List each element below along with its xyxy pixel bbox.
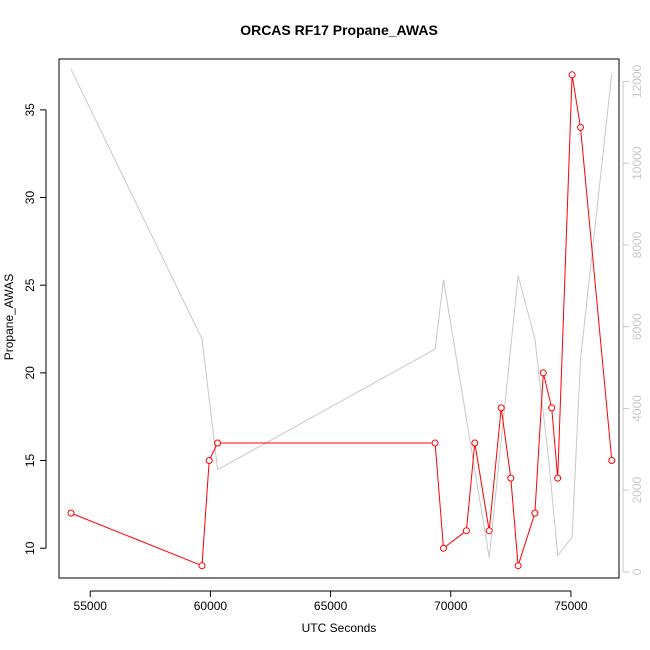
data-point (471, 439, 479, 447)
data-point (548, 404, 556, 412)
data-point (205, 457, 213, 464)
data-point (507, 474, 515, 482)
y-tick-label: 15 (23, 454, 37, 468)
y-tick-label: 20 (23, 366, 37, 380)
data-point (514, 562, 522, 570)
x-tick-label: 70000 (434, 599, 468, 613)
y-tick-label: 30 (23, 191, 37, 205)
y-right-tick-label: 4000 (630, 395, 644, 422)
data-point (577, 123, 584, 131)
y-right-tick-label: 0 (630, 568, 644, 575)
series-left-line (70, 74, 613, 567)
x-tick-label: 75000 (554, 599, 588, 613)
y-right-tick-label: 10000 (630, 146, 644, 180)
data-point (568, 71, 576, 79)
data-point (440, 544, 447, 552)
plot-area: 55000 60000 65000 70000 75000 10 15 20 25 30 35 0 20… (23, 58, 644, 613)
data-point (608, 457, 616, 464)
data-point (214, 439, 222, 447)
y-tick-label: 25 (23, 278, 37, 292)
data-point (554, 474, 562, 482)
x-tick-label: 65000 (314, 599, 348, 613)
y-right-tick-label: 12000 (630, 64, 644, 98)
y-tick-label: 10 (23, 541, 37, 555)
y-right-tick-label: 2000 (630, 476, 644, 503)
x-tick-label: 60000 (194, 599, 228, 613)
plot-frame (58, 58, 620, 579)
y-right-tick-label: 6000 (630, 313, 644, 340)
y-tick-label: 35 (23, 103, 37, 117)
x-tick-label: 55000 (74, 599, 108, 613)
series-right-line (70, 68, 613, 558)
x-axis-label: UTC Seconds (302, 621, 377, 635)
data-point (497, 404, 505, 412)
data-point (531, 509, 539, 517)
data-point (462, 527, 470, 535)
data-point (67, 509, 75, 517)
data-point (198, 562, 206, 570)
data-point (539, 369, 547, 377)
chart-title: ORCAS RF17 Propane_AWAS (240, 22, 438, 38)
data-point (431, 439, 439, 447)
data-point (485, 527, 493, 535)
y-axis-label: Propane_AWAS (2, 274, 16, 361)
y-right-tick-label: 8000 (630, 231, 644, 258)
